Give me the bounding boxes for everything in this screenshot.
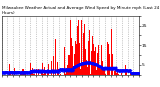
Text: Milwaukee Weather Actual and Average Wind Speed by Minute mph (Last 24 Hours): Milwaukee Weather Actual and Average Win… <box>2 6 159 15</box>
